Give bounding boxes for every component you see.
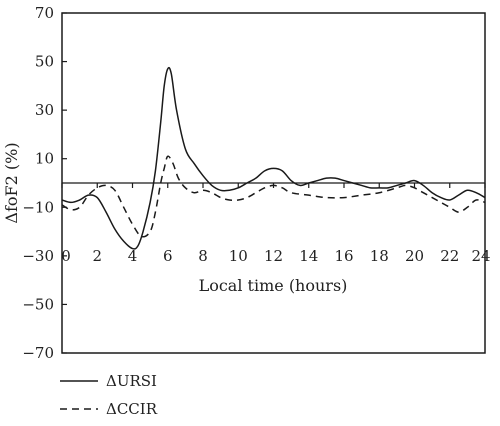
x-tick-label: 6 <box>163 247 173 265</box>
legend: ΔURSI ΔCCIR <box>60 372 158 418</box>
x-tick-label: 0 <box>61 247 71 265</box>
y-tick-label: −50 <box>22 295 54 313</box>
y-tick-label: −10 <box>22 198 54 216</box>
legend-label-ursi: ΔURSI <box>106 372 157 390</box>
y-tick-label: 30 <box>35 101 54 119</box>
x-tick-label: 20 <box>405 247 424 265</box>
x-tick-label: 2 <box>92 247 102 265</box>
x-tick-label: 16 <box>334 247 353 265</box>
legend-label-ccir: ΔCCIR <box>106 400 158 418</box>
y-tick-label: 70 <box>35 4 54 22</box>
series-layer <box>61 66 486 250</box>
x-tick-label: 18 <box>370 247 389 265</box>
y-axis-ticks: 70 50 30 10 −10 −30 −50 −70 <box>22 4 67 362</box>
y-tick-label: −30 <box>22 247 54 265</box>
y-tick-label: 50 <box>35 53 54 71</box>
x-tick-label: 4 <box>128 247 138 265</box>
x-axis-title: Local time (hours) <box>199 276 348 295</box>
x-tick-label: 10 <box>229 247 248 265</box>
x-tick-label: 12 <box>264 247 283 265</box>
y-tick-label: −70 <box>22 344 54 362</box>
x-tick-label: 22 <box>440 247 459 265</box>
x-tick-label: 24 <box>471 247 490 265</box>
series-line-ursi <box>61 66 486 250</box>
x-tick-label: 14 <box>299 247 318 265</box>
y-axis-title: ΔfoF2 (%) <box>2 142 21 223</box>
x-axis-ticks: 0 2 4 6 8 10 12 14 16 18 20 22 24 <box>61 183 491 265</box>
y-tick-label: 10 <box>35 150 54 168</box>
x-tick-label: 8 <box>198 247 208 265</box>
